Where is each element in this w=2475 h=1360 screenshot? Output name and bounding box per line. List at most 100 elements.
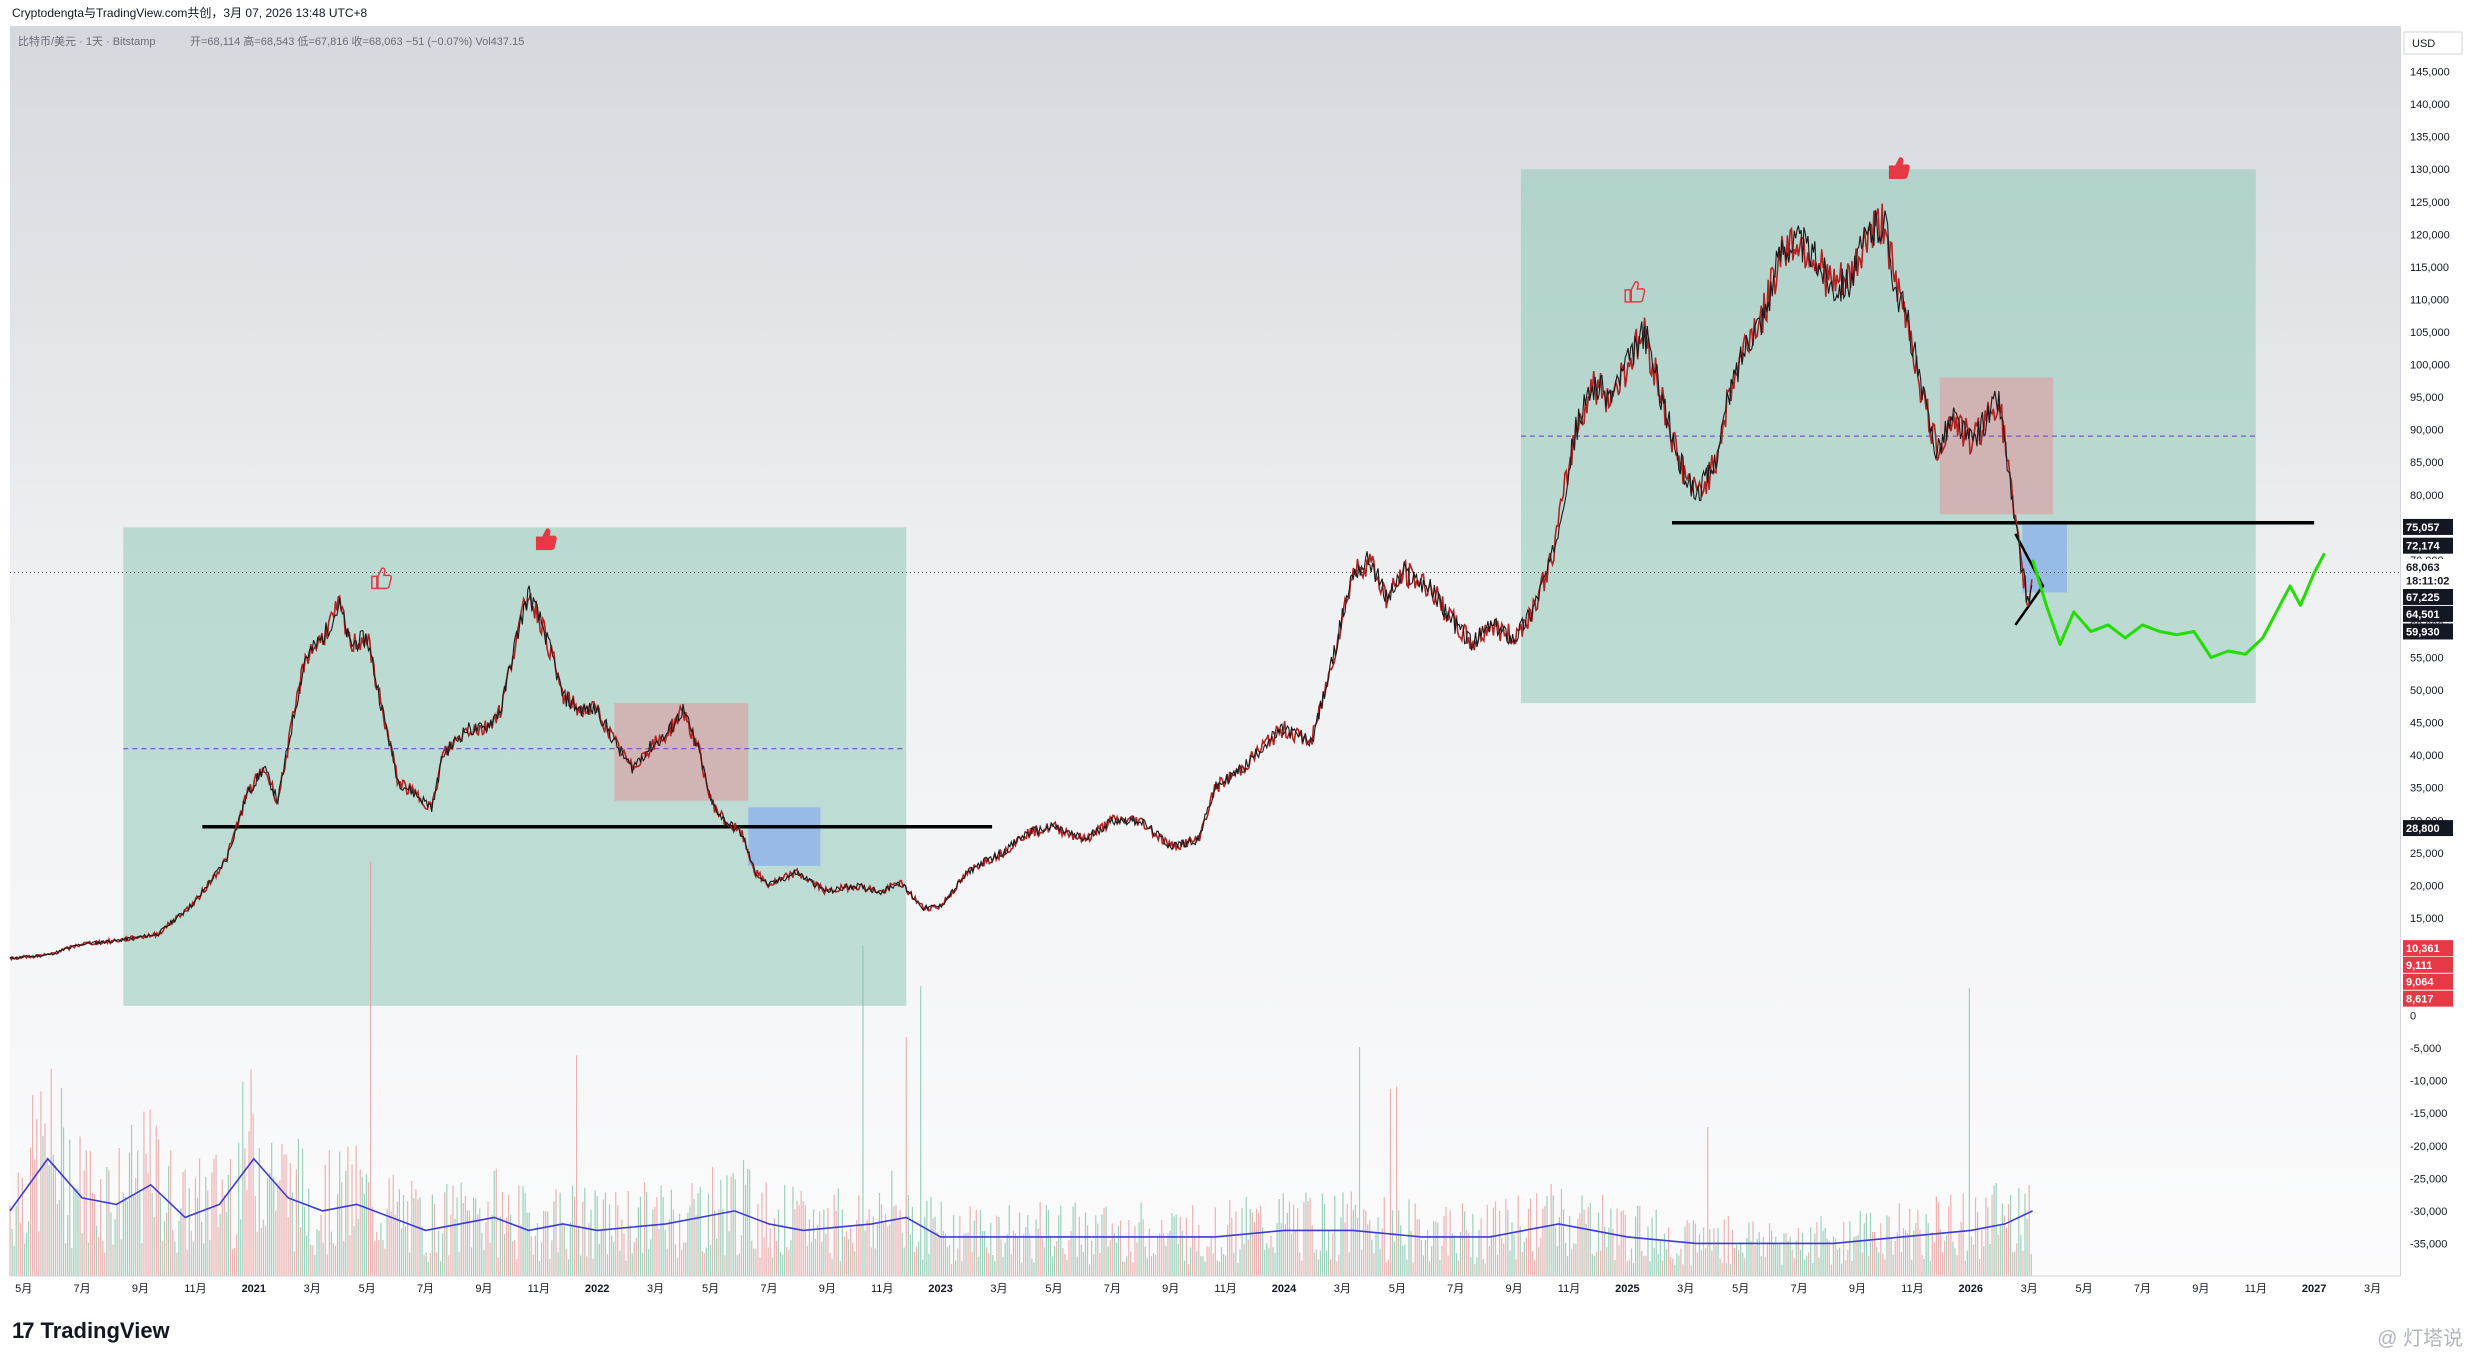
price-tag-label: 64,501 <box>2406 609 2440 621</box>
triangle-pattern[interactable] <box>2014 533 2045 626</box>
y-tick-label: 95,000 <box>2410 392 2444 404</box>
y-tick-label: -20,000 <box>2410 1141 2447 1153</box>
share-line: Cryptodengta与TradingView.com共创，3月 07, 20… <box>12 6 368 20</box>
y-tick-label: -10,000 <box>2410 1076 2447 1088</box>
x-tick-label: 2022 <box>585 1283 609 1295</box>
price-tag-label: 10,361 <box>2406 943 2440 955</box>
price-tag-label: 18:11:02 <box>2406 576 2449 588</box>
y-tick-label: 145,000 <box>2410 67 2450 79</box>
price-tag-label: 72,174 <box>2406 541 2441 553</box>
price-tag-label: 8,617 <box>2406 994 2434 1006</box>
ohlc-readout: 开=68,114 高=68,543 低=67,816 收=68,063 −51 … <box>190 34 524 48</box>
line-layer <box>10 435 2400 829</box>
y-tick-label: 85,000 <box>2410 457 2444 469</box>
x-tick-label: 5月 <box>15 1283 32 1295</box>
x-tick-label: 9月 <box>2192 1283 2209 1295</box>
price-tag-bg <box>2403 956 2453 973</box>
x-tick-label: 3月 <box>990 1283 1007 1295</box>
x-tick-label: 5月 <box>359 1283 376 1295</box>
price-axis-pane[interactable] <box>2400 26 2475 1276</box>
x-tick-label: 3月 <box>1334 1283 1351 1295</box>
price-tag-bg <box>2403 820 2453 837</box>
x-tick-label: 2024 <box>1272 1283 1297 1295</box>
x-tick-label: 5月 <box>1389 1283 1406 1295</box>
x-tick-label: 7月 <box>1447 1283 1464 1295</box>
logo-text: TradingView <box>40 1318 170 1343</box>
thumb-up-solid-icon-3 <box>1888 157 1910 179</box>
price-tag-bg <box>2403 559 2453 576</box>
x-tick-label: 2026 <box>1959 1283 1983 1295</box>
price-tag-bg <box>2403 940 2453 957</box>
x-tick-label: 3月 <box>304 1283 321 1295</box>
price-tags: 75,057 72,174 68,063 18:11:02 67,225 64,501 59… <box>2403 518 2453 1007</box>
y-tick-label: 35,000 <box>2410 783 2444 795</box>
y-tick-label: 15,000 <box>2410 913 2444 925</box>
x-tick-label: 5月 <box>2076 1283 2093 1295</box>
x-tick-label: 7月 <box>74 1283 91 1295</box>
x-tick-label: 7月 <box>760 1283 777 1295</box>
x-tick-label: 9月 <box>132 1283 149 1295</box>
price-tag-label: 68,063 <box>2406 562 2440 574</box>
price-tag-bg <box>2403 518 2453 535</box>
x-tick-label: 9月 <box>475 1283 492 1295</box>
marker-layer <box>371 157 1910 590</box>
price-tag-bg <box>2403 588 2453 605</box>
price-tag-label: 67,225 <box>2406 592 2440 604</box>
x-tick-label: 11月 <box>871 1283 893 1295</box>
currency-box[interactable] <box>2403 31 2463 55</box>
y-tick-label: 0 <box>2410 1011 2416 1023</box>
y-tick-label: 25,000 <box>2410 848 2444 860</box>
price-line <box>9 210 2033 960</box>
thumb-hand <box>1894 157 1910 179</box>
x-tick-label: 5月 <box>1732 1283 1749 1295</box>
x-tick-label: 3月 <box>2364 1283 2381 1295</box>
x-tick-label: 9月 <box>1505 1283 1522 1295</box>
thumb-cuff <box>1624 289 1631 303</box>
thumb-up-outline-icon-0 <box>371 567 392 590</box>
thumb-up-solid-icon-1 <box>535 528 557 551</box>
x-tick-label: 5月 <box>1045 1283 1062 1295</box>
highlight-region-0 <box>123 527 907 1006</box>
y-tick-label: 80,000 <box>2410 490 2444 502</box>
chart-legend: 比特币/美元 · 1天 · Bitstamp 开=68,114 高=68,543… <box>18 31 2463 55</box>
currency-label: USD <box>2412 38 2435 50</box>
x-tick-label: 3月 <box>2021 1283 2038 1295</box>
price-axis: 145,000 140,000 135,000 130,000 125,000 120,0… <box>2410 67 2450 1251</box>
y-tick-label: 40,000 <box>2410 750 2444 762</box>
y-tick-label: 100,000 <box>2410 360 2450 372</box>
watermark: @ 灯塔说 <box>2377 1328 2463 1350</box>
y-tick-label: 20,000 <box>2410 880 2444 892</box>
price-tag-bg <box>2403 973 2453 990</box>
highlight-region-5 <box>2022 520 2067 593</box>
y-tick-label: 105,000 <box>2410 327 2450 339</box>
price-tag-label: 9,111 <box>2406 960 2432 972</box>
footer-bar <box>0 1276 2475 1360</box>
x-tick-label: 2027 <box>2302 1283 2326 1295</box>
thumb-hand <box>377 567 392 590</box>
series-layer <box>9 203 2326 961</box>
x-tick-label: 2023 <box>928 1283 952 1295</box>
price-tag-label: 28,800 <box>2406 823 2440 835</box>
y-tick-label: 50,000 <box>2410 685 2444 697</box>
x-tick-label: 2021 <box>242 1283 266 1295</box>
y-tick-label: -25,000 <box>2410 1173 2447 1185</box>
x-tick-label: 11月 <box>184 1283 206 1295</box>
price-tag-label: 9,064 <box>2406 977 2434 989</box>
y-tick-label: 110,000 <box>2410 294 2449 306</box>
x-tick-label: 7月 <box>1791 1283 1808 1295</box>
tradingview-logo[interactable]: 17 TradingView <box>12 1318 170 1344</box>
x-tick-label: 2025 <box>1615 1283 1639 1295</box>
thumb-cuff <box>535 536 543 551</box>
y-tick-label: -35,000 <box>2410 1238 2447 1250</box>
y-tick-label: 135,000 <box>2410 132 2450 144</box>
price-tag-bg <box>2403 605 2453 622</box>
thumb-up-outline-icon-2 <box>1624 280 1646 303</box>
x-tick-label: 3月 <box>1677 1283 1694 1295</box>
x-tick-label: 9月 <box>1849 1283 1866 1295</box>
y-tick-label: -30,000 <box>2410 1206 2447 1218</box>
highlight-region-3 <box>748 807 821 866</box>
region-layer <box>123 169 2256 1006</box>
highlight-region-4 <box>1939 377 2054 515</box>
y-tick-label: 115,000 <box>2410 262 2449 274</box>
